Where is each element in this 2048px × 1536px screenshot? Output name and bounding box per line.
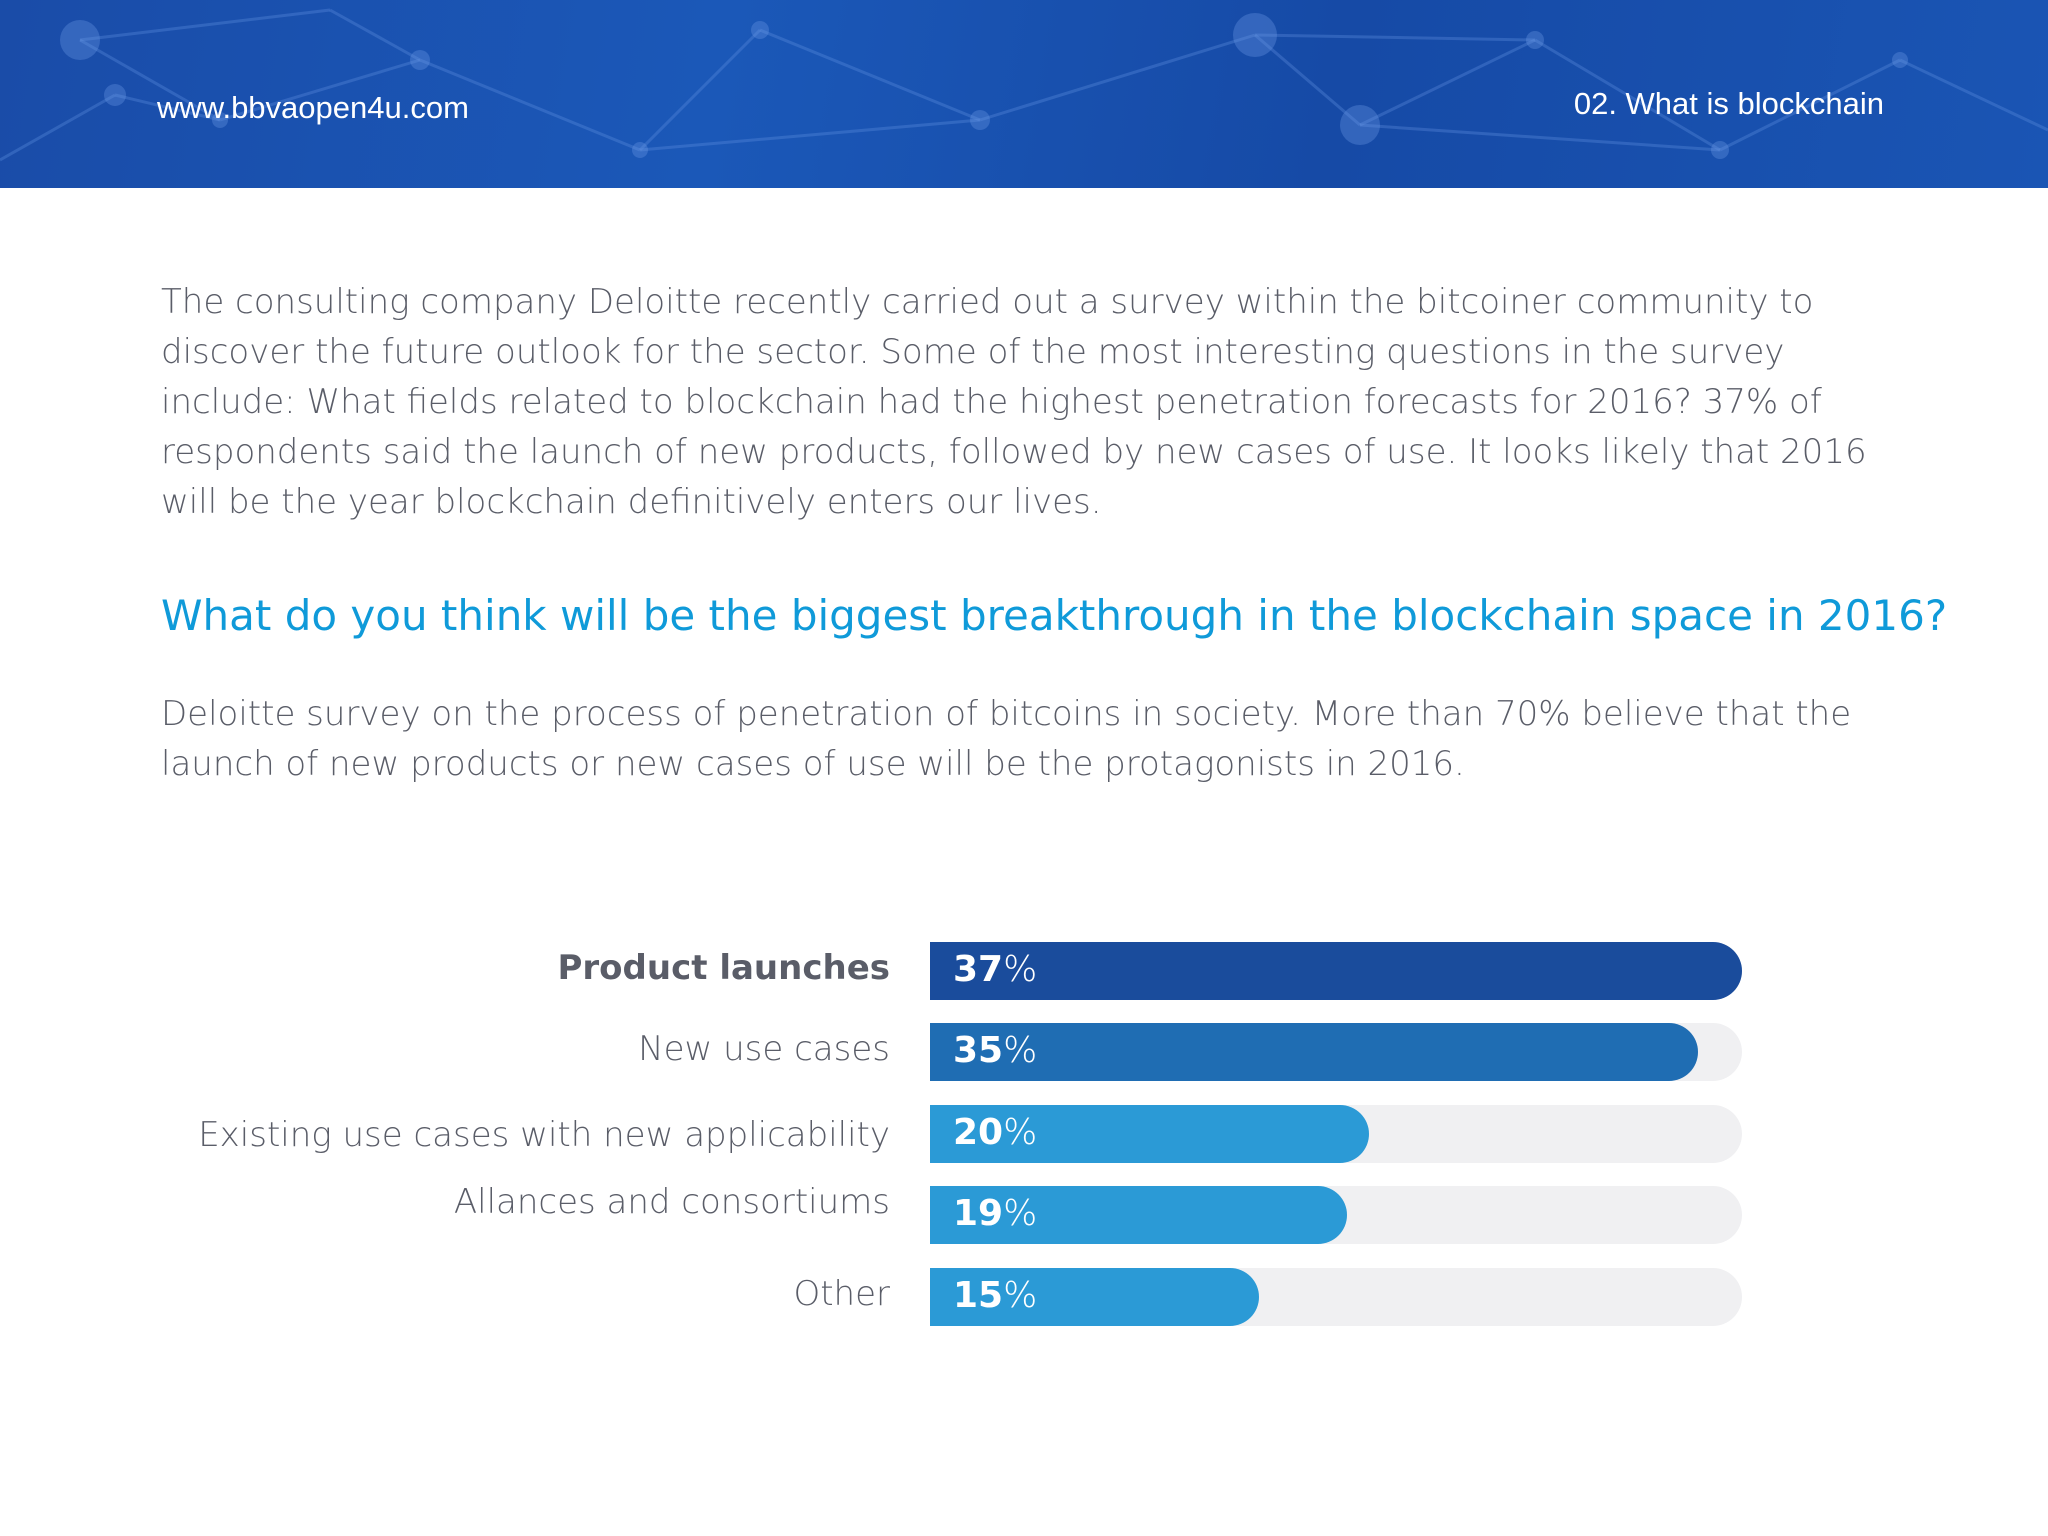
data-label-value: 20	[953, 1112, 1004, 1153]
data-label-unit: %	[1003, 1030, 1038, 1071]
bar-row: New use cases 35%	[0, 1023, 2048, 1081]
category-label: Allances and consortiums	[453, 1182, 890, 1222]
data-label: 35%	[953, 1030, 1037, 1071]
data-label-unit: %	[1003, 1193, 1038, 1234]
chart-caption: Deloitte survey on the process of penetr…	[161, 694, 1852, 784]
data-label-unit: %	[1003, 1112, 1038, 1153]
section-label: 02. What is blockchain	[1573, 86, 1884, 121]
site-url[interactable]: www.bbvaopen4u.com	[157, 90, 469, 125]
category-label: Existing use cases with new applicabilit…	[198, 1115, 890, 1155]
data-label: 15%	[953, 1275, 1037, 1316]
bar-row: Other 15%	[0, 1268, 2048, 1326]
data-label-unit: %	[1003, 949, 1038, 990]
bar-row: Allances and consortiums 19%	[0, 1182, 2048, 1244]
bar	[930, 1105, 1369, 1163]
data-label-unit: %	[1003, 1275, 1038, 1316]
bar	[930, 942, 1742, 1000]
network-background-graphic	[0, 8, 2048, 162]
bar-chart: Product launches 37% New use cases 35% Exist…	[0, 920, 2048, 1340]
data-label: 37%	[953, 949, 1037, 990]
chart-question-heading: What do you think will be the biggest br…	[161, 591, 1948, 640]
intro-paragraph: The consulting company Deloitte recently…	[161, 282, 1867, 522]
data-label-value: 35	[953, 1030, 1004, 1071]
bar-row: Existing use cases with new applicabilit…	[0, 1105, 2048, 1163]
bar	[930, 1268, 1259, 1326]
data-label-value: 19	[953, 1193, 1004, 1234]
category-label: New use cases	[638, 1029, 890, 1069]
data-label: 20%	[953, 1112, 1037, 1153]
bar	[930, 1023, 1698, 1081]
category-label: Other	[793, 1274, 890, 1314]
bar	[930, 1186, 1347, 1244]
data-label: 19%	[953, 1193, 1037, 1234]
page-header: www.bbvaopen4u.com 02. What is blockchai…	[0, 0, 2048, 188]
category-label: Product launches	[557, 948, 891, 988]
data-label-value: 37	[953, 949, 1004, 990]
data-label-value: 15	[953, 1275, 1004, 1316]
bar-row: Product launches 37%	[0, 942, 2048, 1000]
